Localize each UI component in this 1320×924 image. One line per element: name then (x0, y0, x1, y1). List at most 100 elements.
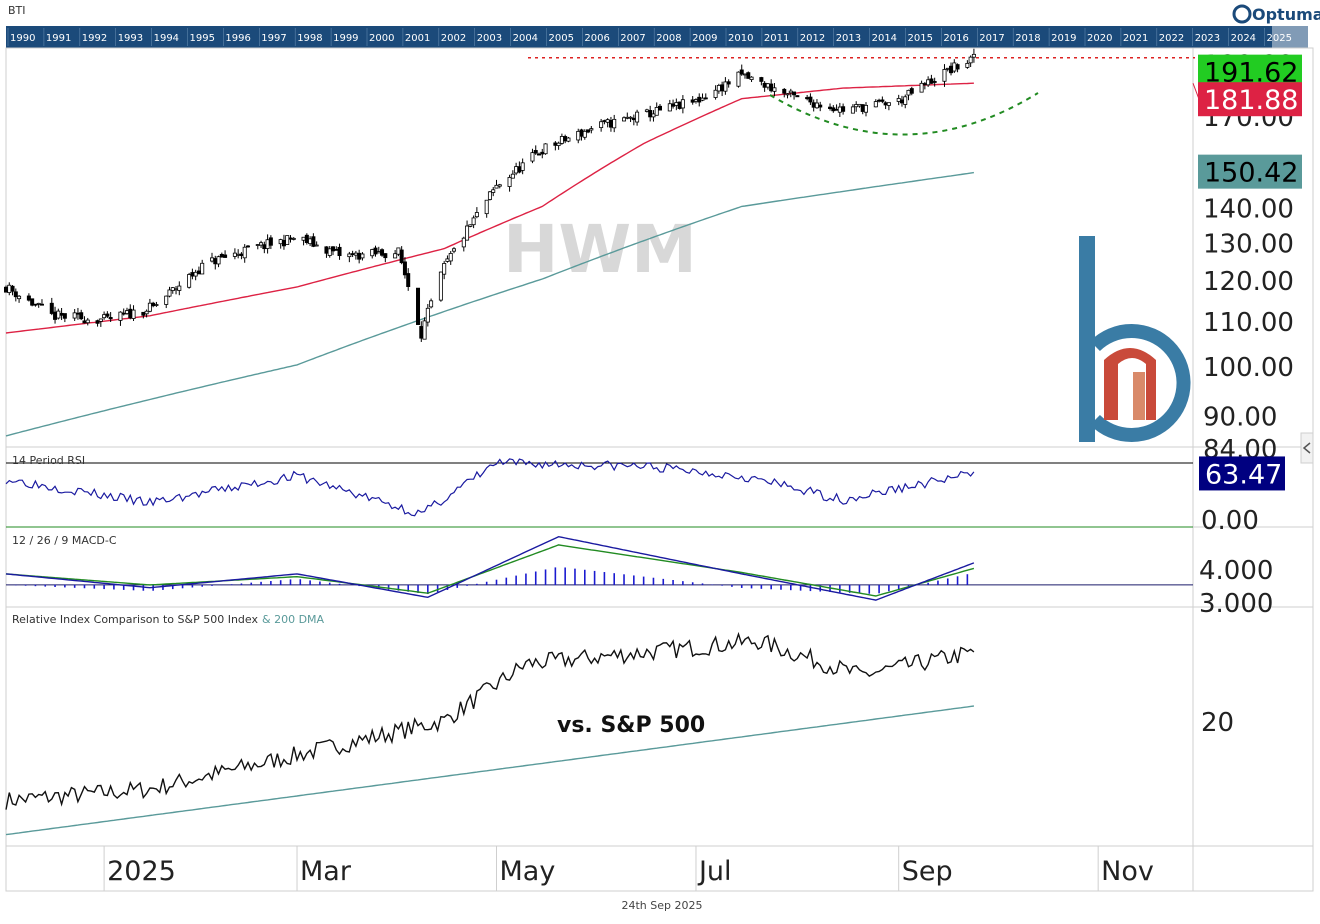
candle-body (739, 69, 744, 75)
candle-body (347, 253, 352, 258)
candle-body (232, 252, 237, 257)
candle-body (873, 101, 878, 108)
rsi-title: 14 Period RSI (12, 454, 85, 467)
macd-line (5, 535, 975, 601)
relative-title-main: Relative Index Comparison to S&P 500 Ind… (12, 613, 258, 626)
relative-title: Relative Index Comparison to S&P 500 Ind… (12, 613, 325, 626)
candle-body (396, 247, 401, 255)
candle-body (75, 312, 80, 315)
timeline-strip[interactable] (6, 26, 1308, 48)
candle-body (399, 249, 404, 264)
candle-body (102, 314, 107, 319)
candle-body (262, 244, 267, 250)
candle-body (648, 110, 653, 118)
timeline-viewport-marker[interactable] (1272, 26, 1308, 48)
candle-body (782, 88, 787, 94)
candle-body (746, 72, 751, 79)
candle-body (883, 102, 888, 106)
candle-body (82, 320, 87, 324)
candle-body (4, 286, 9, 293)
candle-body (612, 118, 617, 129)
candle-body (327, 248, 332, 256)
timeline-year-label: 2004 (513, 33, 538, 44)
candle-body (795, 95, 800, 98)
candle-body (837, 106, 842, 113)
candle-body (17, 295, 22, 300)
rsi-panel: 0.00 63.47 (5, 456, 1285, 536)
candle-body (285, 235, 290, 245)
scroll-arrow-box[interactable] (1300, 432, 1314, 464)
candle-body (288, 237, 293, 240)
candle-body (703, 97, 708, 100)
candle-body (442, 263, 447, 275)
axes: 2025 Mar May Jul Sep Nov (103, 846, 1154, 891)
timeline-year-label: 2016 (943, 33, 968, 44)
candle-body (860, 104, 865, 112)
timeline-year-label: 2005 (549, 33, 574, 44)
timeline-year-label: 2002 (441, 33, 466, 44)
candle-body (370, 249, 375, 257)
timeline-year-label: 2024 (1231, 33, 1256, 44)
timeline-year-label: 2018 (1015, 33, 1040, 44)
chevron-left-icon[interactable] (1302, 442, 1311, 454)
footer-date: 24th Sep 2025 (621, 899, 702, 912)
candle-body (216, 256, 221, 265)
candle-body (602, 120, 607, 122)
candle-body (759, 77, 764, 82)
candle-body (700, 97, 705, 101)
x-tick-label: May (499, 856, 555, 887)
timeline-year-label: 1999 (333, 33, 358, 44)
timeline-year-label: 2010 (728, 33, 753, 44)
candle-body (373, 247, 378, 255)
candle-body (79, 312, 84, 320)
candle-body (278, 239, 283, 245)
candle-body (10, 285, 15, 292)
candle-body (416, 287, 421, 325)
rsi-badge-box (1199, 456, 1285, 491)
candle-body (814, 102, 819, 109)
candle-body (242, 246, 247, 259)
candle-body (716, 85, 721, 92)
timeline-year-label: 2011 (764, 33, 789, 44)
candle-body (903, 96, 908, 105)
candle-body (487, 191, 492, 200)
candle-body (108, 317, 113, 320)
logo-arch (1104, 348, 1156, 420)
candle-body (360, 253, 365, 259)
timeline-year-label: 2003 (477, 33, 502, 44)
candle-body (850, 106, 855, 114)
ma50-badge-box (1198, 82, 1302, 117)
candle-body (174, 288, 179, 291)
candle-body (507, 177, 512, 187)
price-tick-label: 130.00 (1203, 229, 1294, 259)
candle-body (949, 65, 954, 74)
timeline-year-label: 1990 (10, 33, 35, 44)
candle-body (380, 249, 385, 256)
candle-body (697, 96, 702, 103)
candle-body (929, 78, 934, 84)
candle-body (497, 184, 502, 187)
scroll-arrow-button[interactable] (1300, 432, 1314, 464)
candle-body (193, 271, 198, 277)
candle-body (465, 225, 470, 241)
relative-panel: 20 (5, 631, 1234, 836)
candle-body (736, 71, 741, 87)
candle-body (693, 99, 698, 102)
ma50-line (5, 82, 974, 334)
candle-body (818, 104, 823, 108)
candle-body (880, 99, 885, 102)
candle-body (834, 108, 839, 111)
candle-body (586, 129, 591, 133)
candle-body (85, 319, 90, 324)
timeline-year-label: 2008 (656, 33, 681, 44)
candle-body (177, 285, 182, 291)
candle-body (425, 307, 430, 323)
candle-body (56, 310, 61, 319)
timeline-year-label: 2007 (620, 33, 645, 44)
candle-body (952, 62, 957, 72)
optuma-logo-text: Optuma (1252, 5, 1320, 24)
candle-body (30, 298, 35, 306)
candle-body (98, 318, 103, 322)
macd-tick-label: 4.000 (1199, 556, 1273, 586)
